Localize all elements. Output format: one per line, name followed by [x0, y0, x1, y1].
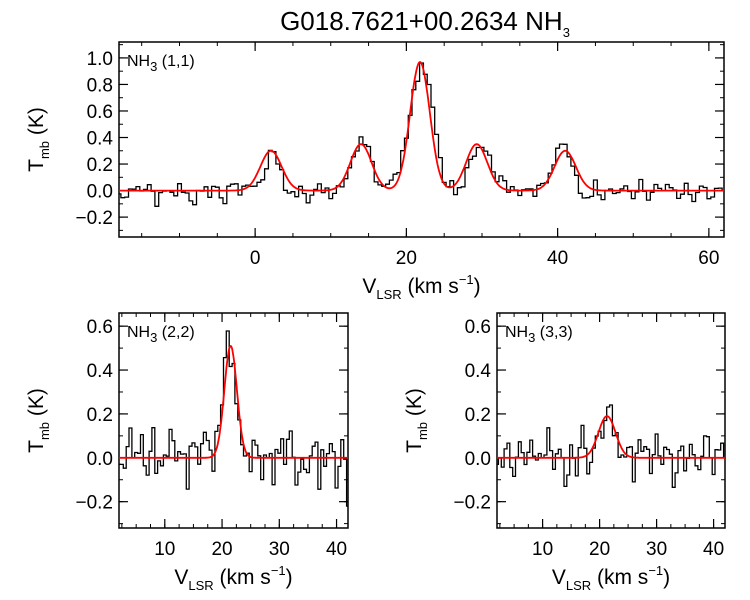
x-axis-label: VLSR (km s−1): [552, 563, 670, 593]
x-tick-label: 30: [269, 539, 290, 560]
y-tick-label: 0.0: [465, 449, 491, 470]
y-tick-label: 0.2: [87, 155, 113, 176]
y-tick-label: 0.6: [87, 317, 113, 338]
y-axis-label: Tmb (K): [25, 107, 52, 172]
figure-title: G018.7621+00.2634 NH3: [280, 6, 570, 40]
y-tick-label: 0.4: [87, 129, 114, 150]
y-tick-label: 0.4: [87, 361, 114, 382]
y-tick-label: 0.2: [87, 405, 113, 426]
plot-area: [497, 404, 725, 488]
x-tick-label: 20: [211, 539, 232, 560]
gaussian-fit-line: [119, 345, 348, 459]
x-axis-label: VLSR (km s−1): [174, 563, 292, 593]
y-tick-label: 0.6: [87, 102, 113, 123]
panel-label: NH3 (2,2): [127, 324, 195, 345]
x-tick-label: 40: [326, 539, 347, 560]
x-tick-label: 60: [698, 248, 719, 269]
panel-label: NH3 (3,3): [505, 324, 573, 345]
y-tick-label: −0.2: [75, 208, 113, 229]
x-tick-label: 40: [703, 539, 724, 560]
x-tick-label: 10: [532, 539, 553, 560]
panel-nh3-33: 10 20 30 40 −0.2 0.0 0.2 0.4 0.6 VLSR (km s−1) Tmb…: [403, 312, 726, 593]
x-tick-label: 10: [154, 539, 175, 560]
gaussian-fit-line: [497, 415, 725, 459]
y-tick-label: 0.0: [87, 182, 113, 203]
x-tick-label: 30: [646, 539, 667, 560]
panel-label: NH3 (1,1): [127, 53, 195, 74]
plot-frame: [496, 312, 726, 529]
gaussian-fit-line: [119, 61, 724, 192]
x-tick-label: 20: [396, 248, 417, 269]
y-tick-label: 0.8: [87, 75, 113, 96]
y-axis-label: Tmb (K): [25, 388, 52, 453]
y-tick-label: −0.2: [75, 493, 113, 514]
y-tick-label: 0.2: [465, 405, 491, 426]
x-tick-label: 0: [250, 248, 261, 269]
plot-area: [119, 61, 724, 207]
plot-frame: [118, 312, 349, 529]
y-tick-label: −0.2: [453, 493, 491, 514]
plot-frame: [118, 41, 725, 238]
y-tick-label: 0.0: [87, 449, 113, 470]
y-tick-label: 0.6: [465, 317, 491, 338]
spectrum-histogram: [119, 62, 724, 207]
panel-nh3-22: 10 20 30 40 −0.2 0.0 0.2 0.4 0.6 VLSR (km s−1) Tmb…: [25, 312, 349, 593]
x-tick-label: 40: [547, 248, 568, 269]
spectrum-histogram: [497, 404, 725, 488]
x-axis-label: VLSR (km s−1): [362, 272, 480, 302]
panel-nh3-11: 0 20 40 60 −0.2 0.0 0.2 0.4 0.6 0.8 1.0 VLSR (km s−…: [25, 41, 725, 302]
plot-area: [119, 330, 348, 507]
y-tick-label: 0.4: [465, 361, 492, 382]
y-axis-label: Tmb (K): [403, 388, 430, 453]
y-tick-label: 1.0: [87, 49, 113, 70]
x-tick-label: 20: [589, 539, 610, 560]
